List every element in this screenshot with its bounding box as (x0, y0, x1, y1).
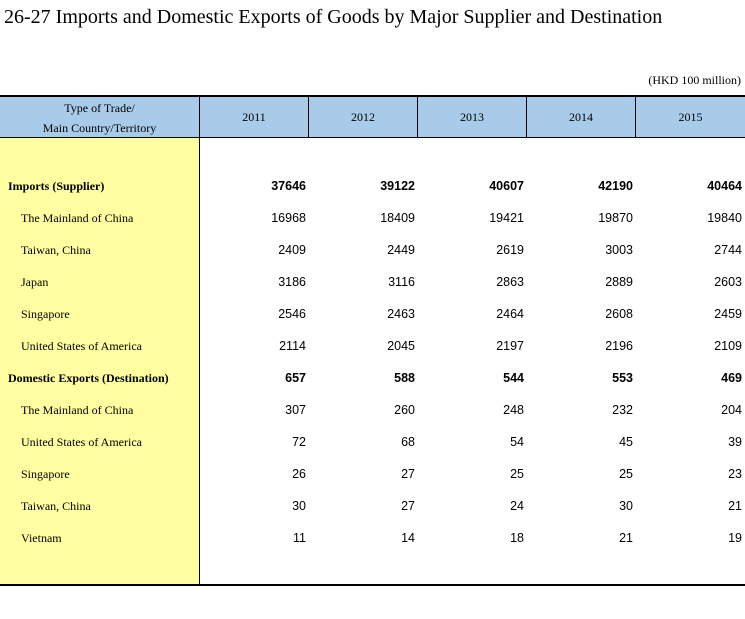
year-header-2013: 2013 (418, 97, 527, 138)
value-cell-2013: 25 (510, 467, 524, 481)
value-cell-2014: 45 (619, 435, 633, 449)
value-cell-2012: 68 (401, 435, 415, 449)
value-cell-2012: 260 (394, 403, 415, 417)
value-cell-2015: 23 (728, 467, 742, 481)
table-header: Type of Trade/ Main Country/Territory 20… (0, 95, 745, 138)
value-cell-2011: 657 (285, 371, 306, 385)
year-header-2011: 2011 (200, 97, 309, 138)
trade-table: Type of Trade/ Main Country/Territory 20… (0, 95, 745, 586)
page-title: 26-27 Imports and Domestic Exports of Go… (4, 6, 663, 28)
table-row: Taiwan, China 2409 2449 2619 3003 2744 (0, 234, 745, 266)
value-cell-2012: 14 (401, 531, 415, 545)
country-label: United States of America (21, 435, 142, 449)
table-row: Japan 3186 3116 2863 2889 2603 (0, 266, 745, 298)
value-cell-2014: 21 (619, 531, 633, 545)
category-label: Imports (Supplier) (8, 179, 105, 193)
table-row: United States of America 72 68 54 45 39 (0, 426, 745, 458)
value-cell-2012: 27 (401, 499, 415, 513)
value-cell-2013: 2863 (496, 275, 524, 289)
stub-header: Type of Trade/ Main Country/Territory (0, 97, 200, 138)
year-header-2014: 2014 (527, 97, 636, 138)
value-cell-2015: 2459 (714, 307, 742, 321)
country-label: Japan (21, 275, 49, 289)
table-row: United States of America 2114 2045 2197 2196… (0, 330, 745, 362)
value-cell-2014: 553 (612, 371, 633, 385)
table-bottom-rule (0, 584, 745, 586)
value-cell-2014: 2608 (605, 307, 633, 321)
value-cell-2012: 27 (401, 467, 415, 481)
value-cell-2011: 2409 (278, 243, 306, 257)
table-row: Singapore 26 27 25 25 23 (0, 458, 745, 490)
value-cell-2011: 307 (285, 403, 306, 417)
table-row: The Mainland of China 16968 18409 19421 1987… (0, 202, 745, 234)
value-cell-2015: 469 (721, 371, 742, 385)
value-cell-2013: 2619 (496, 243, 524, 257)
country-label: The Mainland of China (21, 211, 134, 225)
value-cell-2014: 30 (619, 499, 633, 513)
value-cell-2013: 2464 (496, 307, 524, 321)
unit-label: (HKD 100 million) (648, 73, 741, 87)
category-label: Domestic Exports (Destination) (8, 371, 169, 385)
value-cell-2014: 2196 (605, 339, 633, 353)
value-cell-2015: 19840 (707, 211, 742, 225)
stub-column (0, 138, 200, 585)
value-cell-2014: 232 (612, 403, 633, 417)
value-cell-2013: 24 (510, 499, 524, 513)
table-row: The Mainland of China 307 260 248 232 204 (0, 394, 745, 426)
country-label: Singapore (21, 307, 70, 321)
value-cell-2011: 72 (292, 435, 306, 449)
value-cell-2011: 3186 (278, 275, 306, 289)
value-cell-2015: 21 (728, 499, 742, 513)
value-cell-2013: 544 (503, 371, 524, 385)
value-cell-2015: 40464 (707, 179, 742, 193)
value-cell-2011: 16968 (271, 211, 306, 225)
year-header-2012: 2012 (309, 97, 418, 138)
value-cell-2011: 11 (293, 531, 306, 545)
value-cell-2013: 19421 (489, 211, 524, 225)
country-label: United States of America (21, 339, 142, 353)
value-cell-2014: 42190 (598, 179, 633, 193)
value-cell-2013: 2197 (496, 339, 524, 353)
value-cell-2014: 19870 (598, 211, 633, 225)
value-cell-2012: 3116 (388, 275, 415, 289)
value-cell-2014: 3003 (605, 243, 633, 257)
value-cell-2012: 2045 (387, 339, 415, 353)
value-cell-2011: 26 (292, 467, 306, 481)
value-cell-2011: 37646 (271, 179, 306, 193)
value-cell-2015: 39 (728, 435, 742, 449)
value-cell-2011: 2546 (278, 307, 306, 321)
country-label: Singapore (21, 467, 70, 481)
value-cell-2012: 2463 (387, 307, 415, 321)
stub-header-line2: Main Country/Territory (42, 120, 157, 135)
table-row: Singapore 2546 2463 2464 2608 2459 (0, 298, 745, 330)
value-cell-2011: 2114 (279, 339, 306, 353)
value-cell-2014: 2889 (605, 275, 633, 289)
value-cell-2015: 2744 (714, 243, 742, 257)
table-row: Taiwan, China 30 27 24 30 21 (0, 490, 745, 522)
value-cell-2013: 248 (503, 403, 524, 417)
value-cell-2012: 2449 (387, 243, 415, 257)
table-row: Imports (Supplier) 37646 39122 40607 42190 40… (0, 170, 745, 202)
table-row: Domestic Exports (Destination) 657 588 544 5… (0, 362, 745, 394)
value-cell-2013: 40607 (489, 179, 524, 193)
value-cell-2015: 2109 (714, 339, 742, 353)
country-label: Taiwan, China (21, 499, 91, 513)
table-row: Vietnam 11 14 18 21 19 (0, 522, 745, 554)
country-label: The Mainland of China (21, 403, 134, 417)
value-cell-2011: 30 (292, 499, 306, 513)
value-cell-2012: 39122 (380, 179, 415, 193)
value-cell-2015: 19 (728, 531, 742, 545)
value-cell-2012: 18409 (380, 211, 415, 225)
value-cell-2014: 25 (619, 467, 633, 481)
year-header-2015: 2015 (678, 110, 703, 124)
value-cell-2012: 588 (394, 371, 415, 385)
stub-header-line1: Type of Trade/ (64, 100, 135, 115)
value-cell-2013: 18 (510, 531, 524, 545)
value-cell-2015: 2603 (714, 275, 742, 289)
value-cell-2015: 204 (721, 403, 742, 417)
country-label: Vietnam (21, 531, 62, 545)
country-label: Taiwan, China (21, 243, 91, 257)
value-cell-2013: 54 (510, 435, 524, 449)
